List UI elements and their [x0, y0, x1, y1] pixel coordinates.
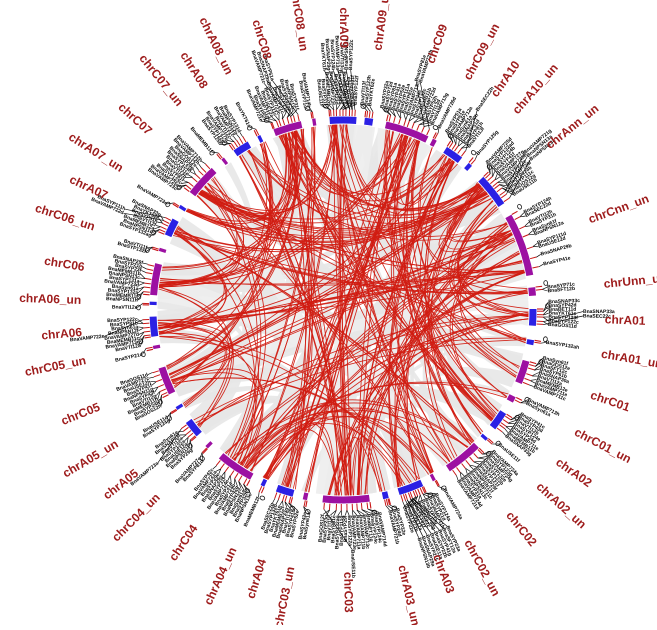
svg-text:chrC03: chrC03	[341, 572, 356, 613]
svg-text:chrA01: chrA01	[605, 312, 647, 328]
svg-text:chrA06_un: chrA06_un	[19, 291, 81, 307]
svg-text:BnaVTI12e: BnaVTI12e	[112, 305, 138, 311]
svg-text:chrA09: chrA09	[337, 7, 351, 48]
